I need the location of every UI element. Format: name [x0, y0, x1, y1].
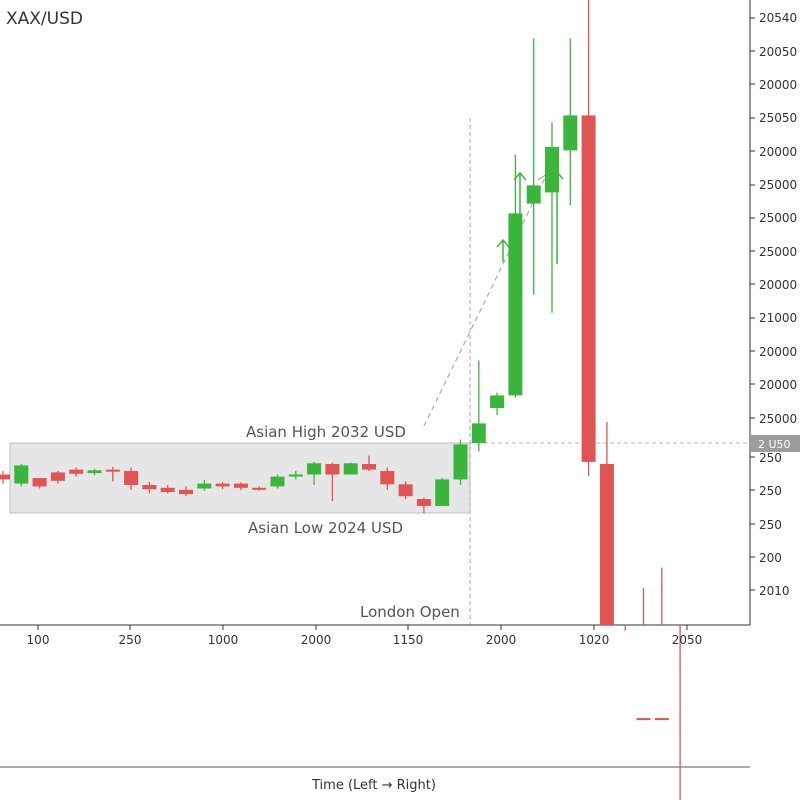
candle-body: [636, 718, 651, 721]
candle-body: [142, 485, 157, 490]
candle-body: [508, 213, 523, 396]
y-tick-label: 20050: [759, 45, 797, 59]
candle-body: [398, 484, 413, 497]
y-tick-label: 200: [759, 551, 782, 565]
asian-low-label: Asian Low 2024 USD: [248, 519, 403, 537]
candle-body: [654, 718, 669, 721]
x-tick-label: 1150: [393, 633, 424, 647]
y-tick-label: 250: [759, 484, 782, 498]
london-open-label: London Open: [360, 603, 460, 621]
y-tick-label: 20000: [759, 145, 797, 159]
chart-title: XAX/USD: [6, 9, 83, 29]
candle-body: [160, 487, 175, 492]
y-tick-label: 250: [759, 451, 782, 465]
candle-body: [343, 463, 358, 475]
y-tick-marks: [750, 17, 755, 591]
up-arrow-3: [550, 170, 564, 264]
x-tick-marks: [37, 625, 688, 630]
x-tick-label: 1020: [579, 633, 610, 647]
candle-body: [233, 483, 248, 488]
y-tick-label: 20000: [759, 78, 797, 92]
x-tick-label: 100: [27, 633, 50, 647]
price-tag: 2 U50: [758, 438, 791, 451]
x-tick-label: 1000: [208, 633, 239, 647]
candle-body: [307, 463, 322, 475]
candle-body: [87, 470, 102, 474]
candle-body: [453, 444, 468, 480]
breakout-arrow-line: [423, 175, 547, 427]
candle-body: [252, 487, 267, 490]
x-tick-label: 2050: [672, 633, 703, 647]
candle-body: [526, 185, 541, 204]
candle-body: [32, 478, 47, 487]
y-tick-labels: 20540 20050 20000 25050 20000 25000 2500…: [759, 11, 797, 598]
candle-body: [380, 471, 395, 485]
x-tick-labels: 100 250 1000 2000 1150 2000 1020 2050: [27, 633, 703, 647]
candle-body: [563, 115, 578, 151]
y-tick-label: 2010: [759, 584, 790, 598]
up-arrow-1: [496, 238, 510, 262]
price-tag-box: [750, 435, 800, 452]
candle-body: [215, 483, 230, 487]
y-tick-label: 20000: [759, 378, 797, 392]
asian-range-box: [9, 442, 471, 514]
x-tick-label: 2000: [301, 633, 332, 647]
x-tick-label: 2000: [486, 633, 517, 647]
candle-body: [124, 471, 139, 485]
candle-body: [416, 499, 431, 506]
x-tick-label: 250: [119, 633, 142, 647]
x-axis-title: Time (Left → Right): [311, 778, 436, 793]
candle-body: [362, 464, 376, 470]
candle-body: [105, 469, 120, 472]
y-tick-label: 25000: [759, 178, 797, 192]
candle-body: [599, 464, 614, 625]
y-tick-label: 250: [759, 518, 782, 532]
candle-body: [50, 472, 65, 481]
candle-body: [471, 423, 486, 443]
candle-body: [197, 483, 212, 489]
y-tick-label: 20000: [759, 278, 797, 292]
candle-body: [69, 469, 84, 474]
candle-body: [270, 476, 285, 487]
candle-body: [14, 465, 29, 484]
candles-group: [0, 0, 681, 800]
y-tick-label: 25000: [759, 245, 797, 259]
candle-body: [288, 474, 303, 477]
candle-body: [0, 474, 10, 480]
y-tick-label: 25050: [759, 111, 797, 125]
y-tick-label: 20540: [759, 11, 797, 25]
up-arrow-2: [513, 171, 527, 298]
candle-body: [545, 146, 559, 193]
y-tick-label: 25000: [759, 412, 797, 426]
candle-body: [490, 395, 505, 408]
y-tick-label: 21000: [759, 311, 797, 325]
y-tick-label: 25000: [759, 211, 797, 225]
y-tick-label: 20000: [759, 345, 797, 359]
candle-body: [325, 464, 340, 475]
candle-body: [435, 479, 450, 506]
candle-body: [581, 115, 596, 462]
candle-body: [179, 489, 193, 495]
asian-high-label: Asian High 2032 USD: [246, 423, 406, 441]
